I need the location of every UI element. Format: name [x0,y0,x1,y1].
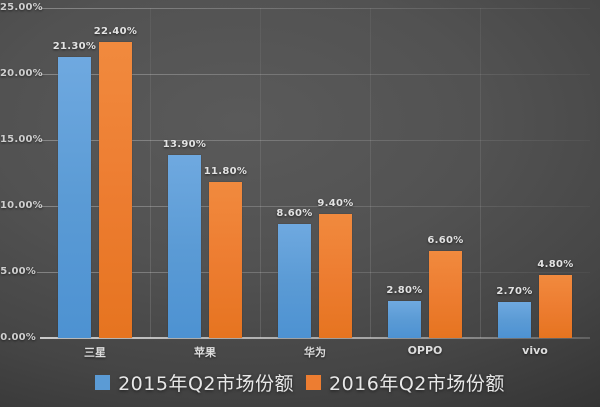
bar-2015年Q2市场份额-三星 [58,56,91,338]
bar-value-label: 22.40% [93,26,138,38]
gridline-5 [37,271,590,273]
y-axis-tick-label: 25.00% [0,2,43,13]
bar-2015年Q2市场份额-vivo [498,302,531,338]
category-label-三星: 三星 [84,346,106,359]
y-axis-tick-label: 10.00% [0,200,43,211]
y-axis-tick-label: 20.00% [0,68,43,79]
gridline-15 [37,139,590,141]
bar-2016年Q2市场份额-苹果 [209,182,242,338]
bar-value-label: 2.70% [496,286,533,298]
y-axis-tick-label: 15.00% [0,134,43,145]
bar-value-label: 13.90% [162,138,207,150]
bar-value-label: 2.80% [386,285,423,297]
gridline-25 [37,7,590,9]
legend-item-2015: 2015年Q2市场份额 [95,369,294,396]
chart-legend: 2015年Q2市场份额 2016年Q2市场份额 [0,369,600,396]
category-label-苹果: 苹果 [194,346,216,359]
bar-2016年Q2市场份额-三星 [99,42,132,338]
bar-2015年Q2市场份额-苹果 [168,154,201,338]
y-axis-tick-label: 5.00% [0,266,36,277]
gridline-vertical [259,8,261,338]
legend-item-2016: 2016年Q2市场份额 [306,369,505,396]
bar-value-label: 8.60% [276,208,313,220]
gridline-vertical [149,8,151,338]
bar-value-label: 9.40% [317,197,354,209]
gridline-vertical [369,8,371,338]
legend-swatch-2016 [306,375,321,390]
bar-2016年Q2市场份额-OPPO [429,250,462,338]
category-label-华为: 华为 [304,346,326,359]
y-axis-tick-label: 0.00% [0,332,36,343]
gridline-10 [37,205,590,207]
bar-2016年Q2市场份额-华为 [319,213,352,338]
legend-label-2016: 2016年Q2市场份额 [329,373,505,395]
bar-value-label: 11.80% [203,166,248,178]
bar-2015年Q2市场份额-华为 [278,224,311,338]
bar-value-label: 6.60% [427,234,464,246]
gridline-vertical [479,8,481,338]
bar-value-label: 4.80% [537,258,574,270]
legend-label-2015: 2015年Q2市场份额 [118,373,294,395]
bar-value-label: 21.30% [52,40,97,52]
bar-2016年Q2市场份额-vivo [539,274,572,338]
legend-swatch-2015 [95,375,111,390]
bar-2015年Q2市场份额-OPPO [388,301,421,338]
x-axis-line [40,337,590,339]
category-label-vivo: vivo [522,344,548,357]
category-label-OPPO: OPPO [407,344,443,357]
gridline-20 [37,73,590,75]
